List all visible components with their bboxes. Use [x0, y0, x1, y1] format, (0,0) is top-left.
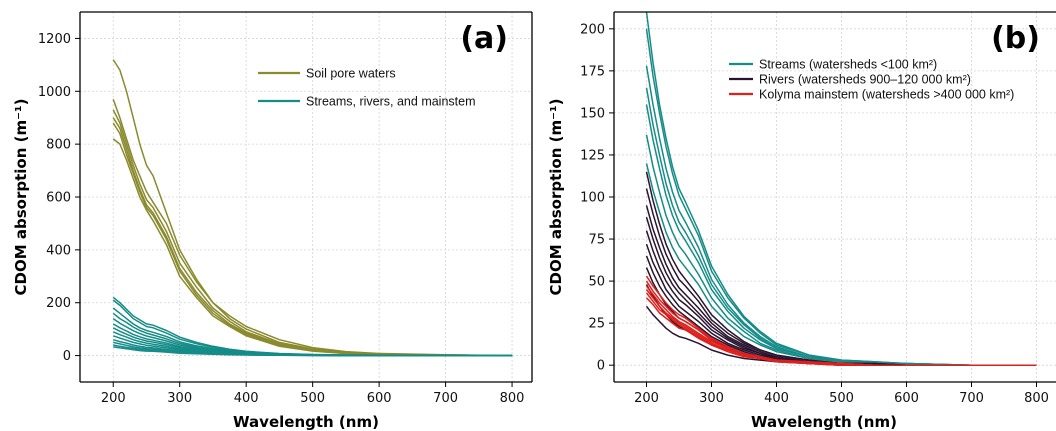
- x-tick-label: 600: [894, 391, 919, 406]
- x-tick-label: 500: [829, 391, 854, 406]
- series-line-3-6: [645, 297, 1037, 366]
- legend-label: Streams, rivers, and mainstem: [306, 95, 476, 109]
- y-tick-label: 600: [46, 191, 71, 206]
- panel-label: (a): [460, 21, 508, 56]
- y-tick-label: 25: [588, 317, 605, 332]
- x-tick-label: 800: [1024, 391, 1049, 406]
- y-tick-label: 125: [580, 148, 605, 163]
- panel-label: (b): [991, 21, 1040, 56]
- series-line-1-1: [112, 59, 513, 357]
- y-tick-label: 150: [580, 106, 605, 121]
- x-tick-label: 700: [959, 391, 984, 406]
- y-tick-label: 1000: [38, 85, 71, 100]
- series-line-1-5: [645, 104, 1037, 366]
- legend-label: Soil pore waters: [306, 67, 396, 81]
- series-line-2-13: [113, 346, 513, 357]
- plot-area: [645, 12, 1037, 366]
- y-tick-label: 0: [63, 349, 71, 364]
- y-tick-label: 1200: [38, 32, 71, 47]
- y-tick-label: 100: [580, 191, 605, 206]
- y-tick-label: 200: [580, 22, 605, 37]
- x-tick-label: 400: [234, 391, 259, 406]
- x-tick-label: 200: [101, 391, 126, 406]
- series-line-2-2: [645, 188, 1037, 366]
- y-tick-label: 800: [46, 138, 71, 153]
- x-tick-label: 700: [433, 391, 458, 406]
- y-tick-label: 400: [46, 243, 71, 258]
- y-tick-label: 200: [46, 296, 71, 311]
- y-axis-label: CDOM absorption (m⁻¹): [547, 99, 565, 296]
- plot-area: [112, 59, 513, 357]
- panel-b: 200 300 400 500 600 700 800 0 25 50 75 100 125 150 175…: [547, 11, 1056, 431]
- x-tick-label: 500: [300, 391, 325, 406]
- series-line-1-6: [112, 138, 513, 357]
- legend-label: Rivers (watersheds 900–120 000 km²): [759, 73, 971, 87]
- y-tick-label: 175: [580, 64, 605, 79]
- x-tick-label: 800: [500, 391, 525, 406]
- x-axis-label: Wavelength (nm): [751, 413, 897, 431]
- panel-a: 200 300 400 500 600 700 800 0 200 400 600 800 1000 12…: [12, 11, 533, 431]
- y-axis-label: CDOM absorption (m⁻¹): [12, 99, 30, 296]
- x-tick-label: 300: [699, 391, 724, 406]
- x-tick-label: 600: [367, 391, 392, 406]
- legend-label: Kolyma mainstem (watersheds >400 000 km²…: [759, 88, 1014, 102]
- y-tick-label: 50: [588, 275, 605, 290]
- x-tick-label: 300: [167, 391, 192, 406]
- legend-label: Streams (watersheds <100 km²): [759, 58, 937, 72]
- series-line-1-2: [645, 28, 1037, 366]
- legend: Soil pore waters Streams, rivers, and mai…: [258, 67, 476, 109]
- x-tick-label: 200: [634, 391, 659, 406]
- x-tick-label: 400: [764, 391, 789, 406]
- y-tick-label: 75: [588, 233, 605, 248]
- legend: Streams (watersheds <100 km²)Rivers (wat…: [729, 58, 1014, 102]
- x-axis-label: Wavelength (nm): [233, 413, 379, 431]
- y-tick-label: 0: [597, 359, 605, 374]
